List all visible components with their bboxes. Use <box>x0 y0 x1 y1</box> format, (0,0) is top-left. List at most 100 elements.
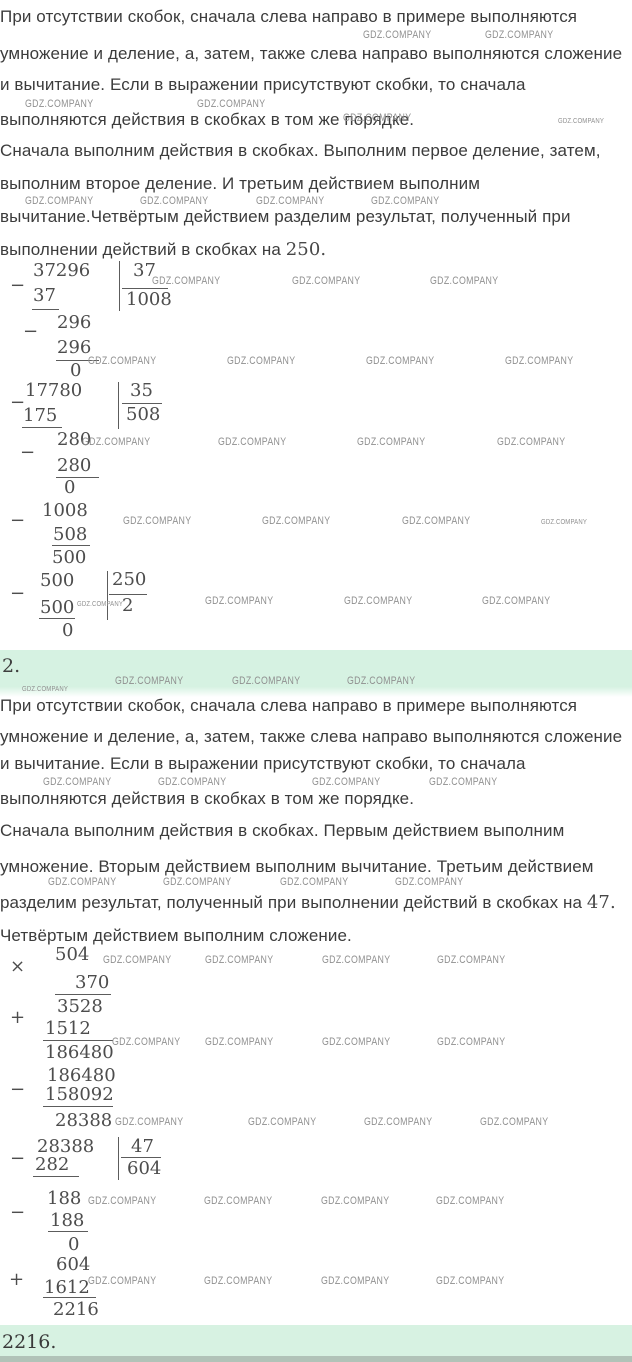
math-operator: − <box>10 583 26 604</box>
math-operator: − <box>23 321 39 342</box>
math-number: 2 <box>122 595 134 616</box>
watermark: GDZ.COMPANY <box>88 1275 157 1287</box>
line-text: вычитание.Четвёртым действием разделим р… <box>0 207 571 226</box>
watermark: GDZ.COMPANY <box>262 515 331 527</box>
math-number: 1008 <box>126 289 172 310</box>
watermark: GDZ.COMPANY <box>363 29 432 41</box>
watermark: GDZ.COMPANY <box>321 1195 390 1207</box>
math-number: 17780 <box>25 380 83 401</box>
paragraph-line: Сначала выполним действия в скобках. Пер… <box>0 821 564 841</box>
watermark: GDZ.COMPANY <box>205 954 274 966</box>
math-number: 0 <box>62 620 74 641</box>
watermark: GDZ.COMPANY <box>402 515 471 527</box>
watermark: GDZ.COMPANY <box>248 1116 317 1128</box>
watermark: GDZ.COMPANY <box>140 195 209 207</box>
math-number: 1512 <box>45 1018 91 1039</box>
line-text: разделим результат, полученный при выпол… <box>0 893 587 912</box>
watermark: GDZ.COMPANY <box>480 1116 549 1128</box>
paragraph-line: и вычитание. Если в выражении присутству… <box>0 754 526 774</box>
division-bar <box>119 261 121 311</box>
watermark: GDZ.COMPANY <box>485 29 554 41</box>
watermark: GDZ.COMPANY <box>204 1275 273 1287</box>
watermark: GDZ.COMPANY <box>322 954 391 966</box>
paragraph-line: выполняются действия в скобках в том же … <box>0 110 415 130</box>
watermark: GDZ.COMPANY <box>25 195 94 207</box>
math-number: 186480 <box>47 1065 116 1086</box>
watermark: GDZ.COMPANY <box>558 116 604 125</box>
math-number: 604 <box>127 1158 162 1179</box>
watermark: GDZ.COMPANY <box>112 1036 181 1048</box>
line-text: выполнении действий в скобках на <box>0 240 286 259</box>
watermark: GDZ.COMPANY <box>43 776 112 788</box>
math-operator: − <box>10 510 26 531</box>
watermark: GDZ.COMPANY <box>357 436 426 448</box>
watermark: GDZ.COMPANY <box>322 1036 391 1048</box>
math-number: 37 <box>133 260 156 281</box>
watermark: GDZ.COMPANY <box>152 275 221 287</box>
math-number: 0 <box>64 477 76 498</box>
math-number: 250 <box>112 569 147 590</box>
math-rule <box>48 1231 88 1233</box>
math-number: 370 <box>75 972 110 993</box>
math-number: 500 <box>40 570 75 591</box>
math-rule <box>43 1106 113 1108</box>
watermark: GDZ.COMPANY <box>82 436 151 448</box>
math-operator: − <box>10 1148 26 1169</box>
math-rule <box>32 309 59 311</box>
math-rule <box>43 1297 96 1299</box>
paragraph-line: выполним второе деление. И третьим дейст… <box>0 174 481 194</box>
watermark: GDZ.COMPANY <box>292 275 361 287</box>
math-rule <box>121 1157 161 1159</box>
inline-math-number: 250. <box>285 239 327 260</box>
division-bar <box>118 382 120 429</box>
math-operator: − <box>10 1079 26 1100</box>
paragraph-line: умножение. Вторым действием выполним выч… <box>0 857 594 877</box>
division-bar <box>118 1137 120 1180</box>
math-number: 158092 <box>45 1084 114 1105</box>
math-number: 1008 <box>42 500 88 521</box>
watermark: GDZ.COMPANY <box>371 195 440 207</box>
math-number: 508 <box>126 404 161 425</box>
watermark: GDZ.COMPANY <box>25 98 94 110</box>
section2-header-band: 2. <box>0 650 632 697</box>
math-operator: − <box>20 442 36 463</box>
watermark: GDZ.COMPANY <box>218 436 287 448</box>
division-bar <box>107 571 109 620</box>
line-text: и вычитание. Если в выражении присутству… <box>0 75 526 94</box>
line-text: выполним второе деление. И третьим дейст… <box>0 174 481 193</box>
watermark: GDZ.COMPANY <box>204 1195 273 1207</box>
watermark: GDZ.COMPANY <box>197 98 266 110</box>
paragraph-line: и вычитание. Если в выражении присутству… <box>0 75 526 95</box>
line-text: умножение. Вторым действием выполним выч… <box>0 857 594 876</box>
watermark: GDZ.COMPANY <box>436 1195 505 1207</box>
math-number: 37 <box>33 285 56 306</box>
math-rule <box>109 594 147 596</box>
math-number: 282 <box>35 1154 70 1175</box>
line-text: При отсутствии скобок, сначала слева нап… <box>0 696 578 715</box>
math-number: 186480 <box>45 1042 114 1063</box>
math-number: 500 <box>52 547 87 568</box>
answer-band: 2216. <box>0 1325 632 1356</box>
paragraph-line: выполняются действия в скобках в том же … <box>0 789 414 809</box>
math-rule <box>33 1176 79 1178</box>
line-text: и вычитание. Если в выражении присутству… <box>0 754 526 773</box>
inline-math-number: 47. <box>586 892 616 913</box>
line-text: умножение и деление, а, затем, также сле… <box>0 727 623 746</box>
line-text: выполняются действия в скобках в том же … <box>0 110 415 129</box>
math-number: 175 <box>23 405 58 426</box>
line-text: При отсутствии скобок, сначала слева нап… <box>0 7 578 26</box>
math-number: 37296 <box>33 260 91 281</box>
watermark: GDZ.COMPANY <box>505 355 574 367</box>
watermark: GDZ.COMPANY <box>123 515 192 527</box>
watermark: GDZ.COMPANY <box>88 1195 157 1207</box>
paragraph-line: выполнении действий в скобках на 250. <box>0 240 326 260</box>
math-number: 28388 <box>37 1136 95 1157</box>
watermark: GDZ.COMPANY <box>280 876 349 888</box>
math-rule <box>56 360 99 362</box>
math-number: 280 <box>57 429 92 450</box>
line-text: Четвёртым действием выполним сложение. <box>0 926 352 945</box>
math-number: 3528 <box>57 996 103 1017</box>
watermark: GDZ.COMPANY <box>395 876 464 888</box>
watermark: GDZ.COMPANY <box>347 675 416 687</box>
math-rule <box>122 403 162 405</box>
